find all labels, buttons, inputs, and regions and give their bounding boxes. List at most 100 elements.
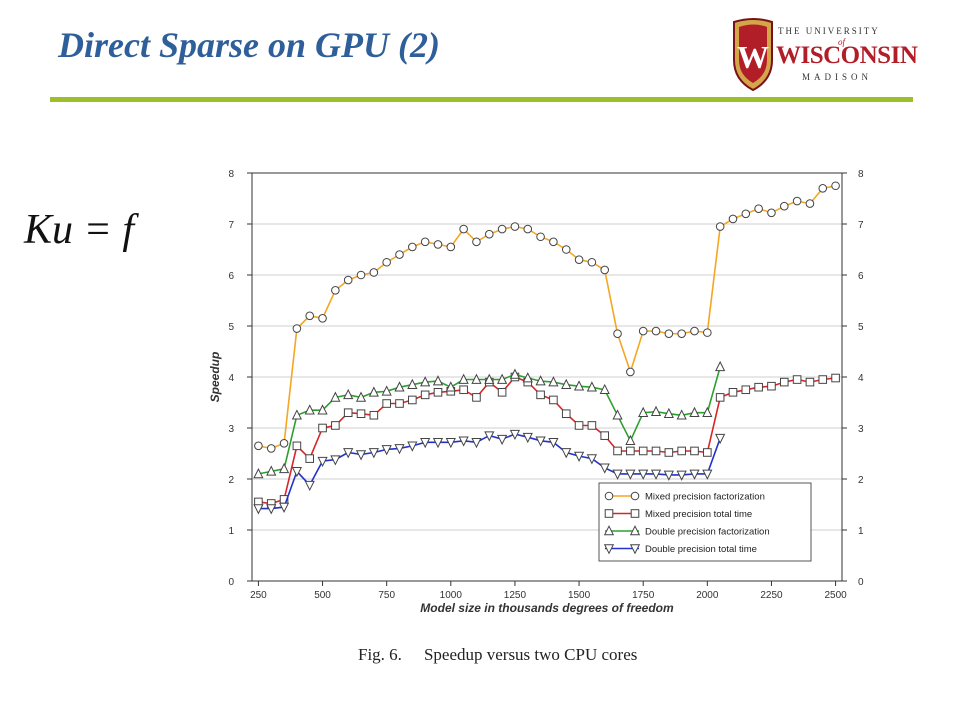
data-point-series-4 — [420, 437, 431, 449]
x-tick-label: 250 — [250, 590, 267, 601]
data-point-series-4 — [343, 448, 354, 459]
data-point-series-3 — [535, 375, 546, 386]
logo-of: of — [838, 37, 846, 47]
x-tick-label: 1250 — [504, 590, 527, 601]
data-point-series-2 — [677, 446, 686, 456]
series-line-2 — [258, 376, 836, 505]
data-point-series-1 — [792, 196, 802, 206]
data-point-series-3 — [676, 409, 687, 420]
data-point-series-2 — [792, 375, 802, 384]
data-point-series-4 — [612, 469, 623, 480]
data-point-series-4 — [599, 463, 610, 474]
data-point-series-4 — [496, 434, 508, 446]
x-tick-label: 1000 — [440, 590, 463, 601]
series-line-1 — [258, 185, 836, 450]
data-point-series-4 — [663, 470, 674, 481]
data-point-series-1 — [767, 208, 776, 218]
data-point-series-2 — [613, 446, 622, 456]
data-point-series-1 — [395, 250, 404, 259]
data-point-series-1 — [446, 242, 456, 252]
shield-letter: W — [737, 39, 769, 75]
legend-marker — [604, 509, 614, 518]
data-point-series-2 — [574, 421, 584, 430]
x-tick-label: 500 — [314, 590, 331, 601]
data-point-series-3 — [278, 462, 290, 474]
x-tick-label: 2500 — [824, 590, 847, 601]
data-point-series-3 — [394, 381, 405, 392]
data-point-series-2 — [497, 388, 507, 397]
data-point-series-1 — [420, 237, 430, 247]
data-point-series-2 — [664, 448, 674, 457]
data-point-series-4 — [266, 504, 277, 515]
legend-marker — [629, 544, 641, 555]
data-point-series-2 — [343, 408, 353, 417]
data-point-series-2 — [331, 421, 340, 430]
legend-marker — [603, 544, 615, 555]
legend-marker — [629, 525, 641, 536]
x-tick-label: 1750 — [632, 590, 655, 601]
data-point-series-2 — [433, 388, 443, 397]
data-point-series-1 — [690, 326, 699, 336]
x-tick-label: 2250 — [760, 590, 783, 601]
data-point-series-4 — [471, 437, 482, 449]
data-point-series-1 — [497, 224, 507, 234]
data-point-series-4 — [368, 448, 379, 459]
data-point-series-3 — [445, 381, 456, 392]
data-point-series-3 — [432, 375, 444, 386]
data-point-series-3 — [381, 385, 392, 396]
y-tick-label-right: 2 — [858, 475, 864, 486]
data-point-series-3 — [548, 376, 559, 387]
data-point-series-4 — [548, 437, 559, 449]
legend-label: Mixed precision factorization — [645, 492, 765, 503]
data-point-series-3 — [420, 376, 431, 387]
figure-caption: Fig. 6. Speedup versus two CPU cores — [358, 645, 659, 665]
legend-marker — [630, 509, 640, 518]
data-point-series-3 — [625, 434, 636, 446]
data-point-series-3 — [561, 378, 572, 389]
data-point-series-1 — [523, 224, 533, 234]
data-point-series-4 — [304, 480, 315, 492]
caption-label: Fig. 6. — [358, 645, 402, 664]
data-point-series-2 — [767, 381, 776, 391]
data-point-series-1 — [433, 240, 443, 249]
data-point-series-4 — [522, 432, 533, 444]
data-point-series-2 — [703, 448, 712, 457]
data-point-series-2 — [292, 441, 302, 451]
data-point-series-4 — [381, 445, 392, 456]
data-point-series-1 — [369, 268, 379, 277]
data-point-series-1 — [279, 439, 289, 448]
data-point-series-3 — [586, 381, 598, 392]
data-point-series-1 — [472, 237, 481, 247]
legend-label: Mixed precision total time — [645, 509, 752, 520]
data-point-series-4 — [509, 429, 521, 441]
x-tick-label: 2000 — [696, 590, 719, 601]
data-point-series-3 — [407, 378, 418, 389]
data-point-series-3 — [253, 467, 264, 479]
data-point-series-2 — [779, 377, 789, 387]
data-point-series-4 — [676, 470, 687, 481]
data-point-series-2 — [318, 423, 327, 433]
y-tick-label-right: 1 — [858, 526, 864, 537]
data-point-series-1 — [779, 201, 789, 211]
data-point-series-3 — [291, 409, 303, 420]
data-point-series-4 — [689, 469, 700, 480]
data-point-series-3 — [266, 465, 277, 476]
data-point-series-4 — [330, 455, 341, 466]
data-point-series-2 — [561, 409, 571, 419]
data-point-series-2 — [472, 393, 481, 402]
data-point-series-1 — [266, 444, 276, 453]
university-logo: W — [733, 18, 773, 92]
data-point-series-2 — [754, 382, 763, 392]
y-tick-label: 5 — [228, 322, 234, 333]
data-point-series-2 — [690, 446, 699, 456]
data-point-series-3 — [702, 406, 713, 417]
y-tick-label-right: 7 — [858, 220, 864, 231]
data-point-series-1 — [408, 242, 417, 252]
logo-wisconsin: WISCONSIN — [776, 42, 918, 69]
y-tick-label: 8 — [228, 169, 234, 180]
data-point-series-3 — [599, 383, 610, 395]
data-point-series-3 — [663, 407, 674, 419]
shield-icon: W — [733, 18, 773, 92]
y-tick-label: 0 — [228, 577, 234, 588]
data-point-series-1 — [536, 232, 545, 242]
